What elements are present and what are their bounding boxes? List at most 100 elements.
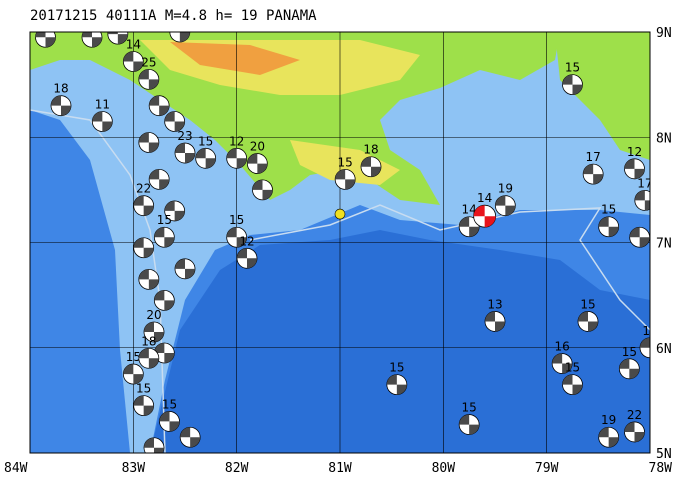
focal-mechanism: 22 (133, 182, 155, 217)
focal-mechanism: 15 (562, 361, 583, 395)
beachball-quadrant (159, 179, 170, 190)
depth-label: 15 (136, 382, 151, 396)
beachball-quadrant (262, 189, 273, 200)
lat-tick-label: 5N (656, 447, 672, 462)
main-event-mechanism: 14 (473, 191, 497, 228)
lon-tick-label: 80W (432, 461, 456, 476)
beachball-quadrant (133, 237, 144, 248)
focal-mechanism: 12 (624, 145, 645, 180)
beachball-quadrant (117, 34, 128, 45)
beachball-quadrant (236, 158, 247, 169)
map-title: 20171215 40111A M=4.8 h= 19 PANAMA (30, 8, 317, 24)
focal-mechanism (133, 237, 155, 259)
beachball-quadrant (205, 158, 216, 169)
beachball-quadrant (164, 237, 175, 248)
beachball-quadrant (588, 321, 598, 332)
focal-mechanism: 14 (458, 203, 480, 238)
beachball-quadrant (143, 205, 154, 216)
depth-label: 14 (126, 37, 141, 51)
lon-tick-label: 84W (4, 461, 28, 476)
lat-tick-label: 9N (656, 26, 672, 41)
beachball-quadrant (180, 427, 191, 438)
focal-mechanism (164, 111, 186, 132)
beachball-quadrant (495, 195, 506, 206)
focal-mechanism: 20 (143, 308, 165, 343)
beachball-quadrant (495, 321, 505, 332)
beachball-quadrant (169, 421, 180, 432)
depth-label: 20 (250, 140, 265, 154)
focal-mechanism: 16 (551, 340, 573, 374)
beachball-quadrant (138, 348, 149, 359)
beachball-quadrant (619, 358, 630, 369)
beachball-quadrant (469, 226, 480, 237)
depth-label: 12 (627, 145, 642, 159)
beachball-quadrant (154, 227, 165, 238)
depth-label: 15 (565, 361, 580, 375)
focal-mechanism: 20 (246, 140, 268, 174)
beachball-quadrant (485, 311, 495, 322)
depth-label: 18 (642, 324, 657, 338)
beachball-quadrant (133, 395, 144, 406)
beachball-quadrant (593, 174, 604, 185)
beachball-quadrant (505, 205, 516, 216)
beachball-quadrant (92, 111, 103, 122)
focal-mechanism: 15 (133, 382, 155, 417)
beachball-quadrant (144, 321, 154, 332)
depth-label: 18 (363, 143, 378, 157)
beachball-quadrant (144, 437, 154, 448)
depth-label: 20 (146, 308, 161, 322)
focal-mechanism: 15 (386, 361, 408, 395)
beachball-quadrant (185, 153, 195, 164)
focal-mechanism (143, 437, 165, 453)
beachball-quadrant (45, 37, 56, 48)
beachball-quadrant (175, 258, 185, 269)
focal-mechanism: 19 (598, 413, 620, 448)
beachball-quadrant (154, 343, 165, 354)
focal-mechanism: 14 (122, 37, 144, 72)
beachball-quadrant (107, 32, 118, 35)
focal-mechanism: 15 (159, 397, 180, 432)
beachball-quadrant (123, 364, 134, 375)
beachball-quadrant (148, 358, 159, 369)
beachball-quadrant (572, 384, 583, 395)
lon-tick-label: 81W (328, 461, 352, 476)
lat-tick-label: 7N (656, 237, 672, 252)
axis-tick-labels: 84W 83W 82W 81W 80W 79W 78W 9N 8N 7N 6N 5N (4, 26, 672, 476)
beachball-quadrant (149, 95, 160, 106)
beachball-quadrant (361, 156, 371, 167)
depth-label: 23 (177, 129, 192, 143)
beachball-quadrant (143, 247, 154, 258)
beachball-quadrant (123, 51, 134, 62)
focal-mechanism: 12 (226, 134, 248, 169)
beachball-quadrant (562, 74, 573, 85)
focal-mechanism (169, 32, 191, 43)
beachball-quadrant (148, 142, 159, 153)
depth-label: 13 (487, 297, 502, 311)
depth-label: 15 (462, 401, 477, 415)
beachball-quadrant (35, 32, 46, 38)
beachball-quadrant (164, 111, 175, 122)
beachball-quadrant (578, 311, 588, 322)
beachball-quadrant (195, 148, 206, 159)
beachball-quadrant (174, 210, 185, 221)
focal-mechanism: 12 (236, 234, 258, 269)
depth-label: 19 (601, 413, 616, 427)
beachball-quadrant (154, 331, 164, 342)
beachball-quadrant (174, 121, 185, 132)
beachball-quadrant (237, 248, 247, 259)
depth-label: 15 (126, 350, 141, 364)
beachball-quadrant (572, 84, 583, 95)
depth-label: 15 (338, 155, 353, 169)
depth-label: 15 (229, 213, 244, 227)
beachball-quadrant (608, 437, 619, 448)
beachball-quadrant (61, 105, 71, 116)
lon-tick-label: 78W (649, 461, 673, 476)
depth-label: 15 (157, 213, 172, 227)
depth-label: 25 (141, 55, 156, 69)
focal-mechanism (148, 168, 170, 190)
focal-mechanism: 15 (618, 345, 640, 380)
focal-mechanism: 11 (91, 97, 113, 132)
beachball-quadrant (608, 226, 619, 237)
beachball-quadrant (629, 227, 640, 238)
